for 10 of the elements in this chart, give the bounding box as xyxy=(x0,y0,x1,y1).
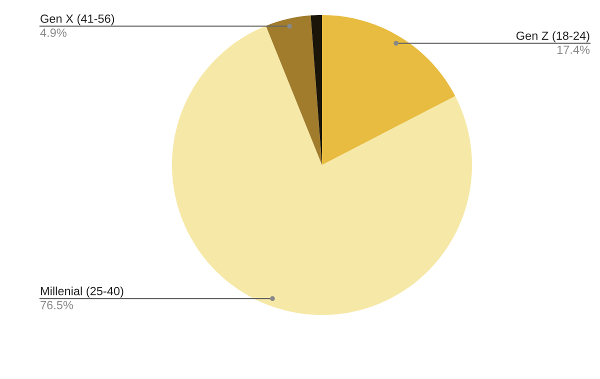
pie-slice xyxy=(310,15,322,165)
pie-slice xyxy=(172,26,472,315)
slice-label: Gen Z (18-24) xyxy=(516,31,590,42)
pie-slice xyxy=(266,15,322,165)
data-label: 4.9% xyxy=(40,28,66,37)
data-label: 76.5% xyxy=(40,300,74,310)
slice-label: Gen X (41-56) xyxy=(40,14,114,26)
data-label: 17.4% xyxy=(557,46,590,54)
pie-slice xyxy=(322,15,456,165)
slice-label: Millenial (25-40) xyxy=(40,286,124,298)
